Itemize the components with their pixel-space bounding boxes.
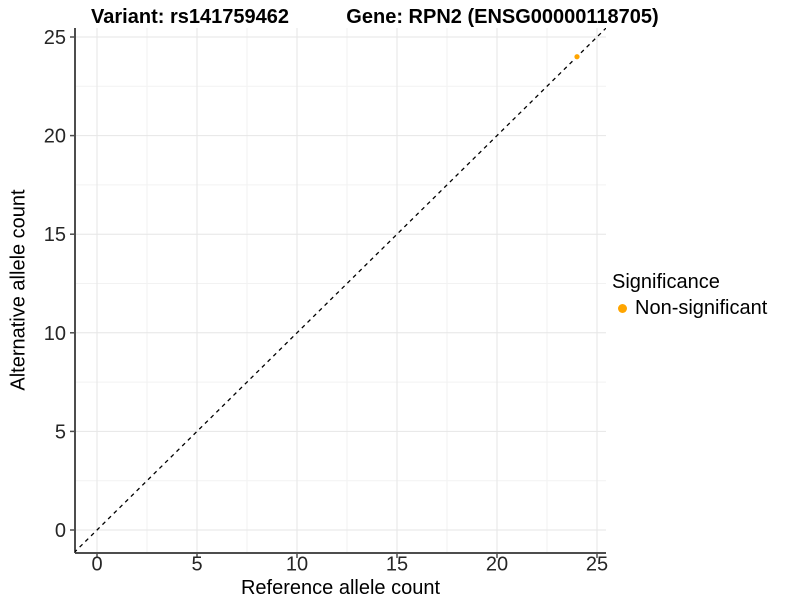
y-tick-label: 15 [44, 224, 66, 246]
y-axis-title: Alternative allele count [7, 189, 30, 391]
x-tick-label: 0 [91, 554, 102, 576]
y-tick-label: 25 [44, 27, 66, 49]
legend: Significance Non-significant [612, 271, 767, 320]
x-tick-label: 10 [286, 554, 308, 576]
x-axis-title: Reference allele count [240, 577, 440, 599]
legend-point-icon [618, 304, 627, 313]
identity-line [75, 28, 606, 553]
x-tick-label: 15 [386, 554, 408, 576]
x-tick-label: 20 [486, 554, 508, 576]
x-tick-label: 5 [191, 554, 202, 576]
y-tick-label: 5 [55, 421, 66, 443]
plot-title-variant: Variant: rs141759462 [91, 6, 289, 28]
plot-title-gene: Gene: RPN2 (ENSG00000118705) [346, 6, 659, 28]
legend-title: Significance [612, 271, 720, 293]
y-tick-label: 20 [44, 126, 66, 148]
legend-item-label: Non-significant [635, 297, 768, 319]
legend-item: Non-significant [612, 297, 767, 320]
data-point [574, 54, 580, 60]
x-tick-label: 25 [586, 554, 608, 576]
y-tick-label: 0 [55, 520, 66, 542]
y-tick-label: 10 [44, 323, 66, 345]
